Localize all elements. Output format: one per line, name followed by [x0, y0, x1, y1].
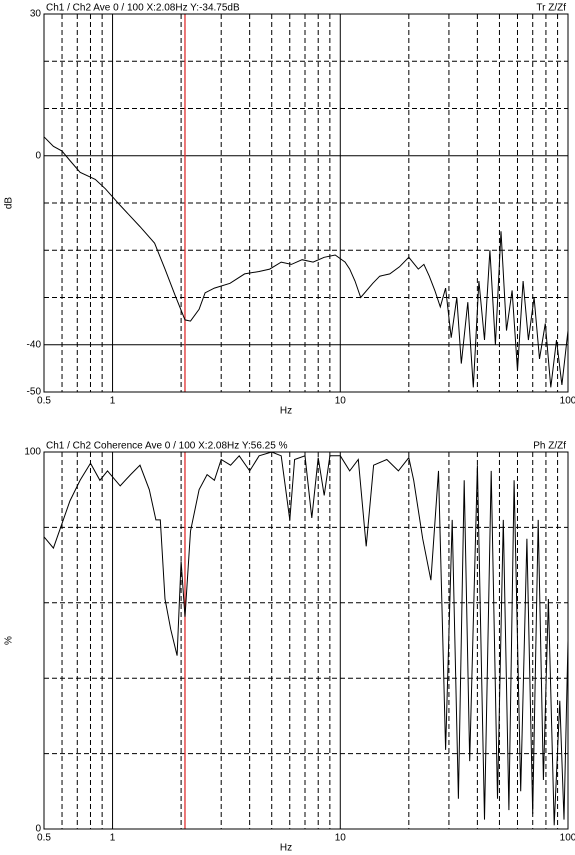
- x-tick-label: 0.5: [37, 396, 51, 407]
- plot-area: [44, 452, 568, 829]
- chart-title: Ch1 / Ch2 Coherence Ave 0 / 100 X:2.08Hz…: [46, 441, 288, 452]
- chart-mode: Ph Z/Zf: [533, 441, 566, 452]
- plot-area: [44, 14, 568, 392]
- x-tick-label: 100: [560, 833, 575, 844]
- x-tick-label: 10: [335, 396, 347, 407]
- x-tick-label: 10: [335, 833, 347, 844]
- y-axis-label: %: [4, 636, 15, 645]
- y-tick-label: -50: [27, 387, 42, 398]
- x-axis-label: Hz: [280, 406, 292, 417]
- plot-frame: [43, 13, 569, 393]
- y-axis-label: dB: [4, 197, 15, 210]
- x-tick-label: 1: [110, 833, 116, 844]
- x-axis-label: Hz: [280, 843, 292, 854]
- x-tick-label: 1: [110, 396, 116, 407]
- y-tick-label: 0: [35, 150, 41, 161]
- data-line: [43, 136, 569, 388]
- data-line: [43, 451, 569, 826]
- x-tick-label: 100: [560, 396, 575, 407]
- plot-frame: [43, 451, 569, 830]
- y-tick-label: 100: [24, 447, 41, 458]
- x-tick-label: 0.5: [37, 833, 51, 844]
- chart-title: Ch1 / Ch2 Ave 0 / 100 X:2.08Hz Y:-34.75d…: [46, 3, 240, 14]
- y-tick-label: 30: [30, 9, 42, 20]
- y-tick-label: -40: [27, 339, 42, 350]
- chart-mode: Tr Z/Zf: [536, 3, 566, 14]
- y-tick-label: 0: [35, 824, 41, 835]
